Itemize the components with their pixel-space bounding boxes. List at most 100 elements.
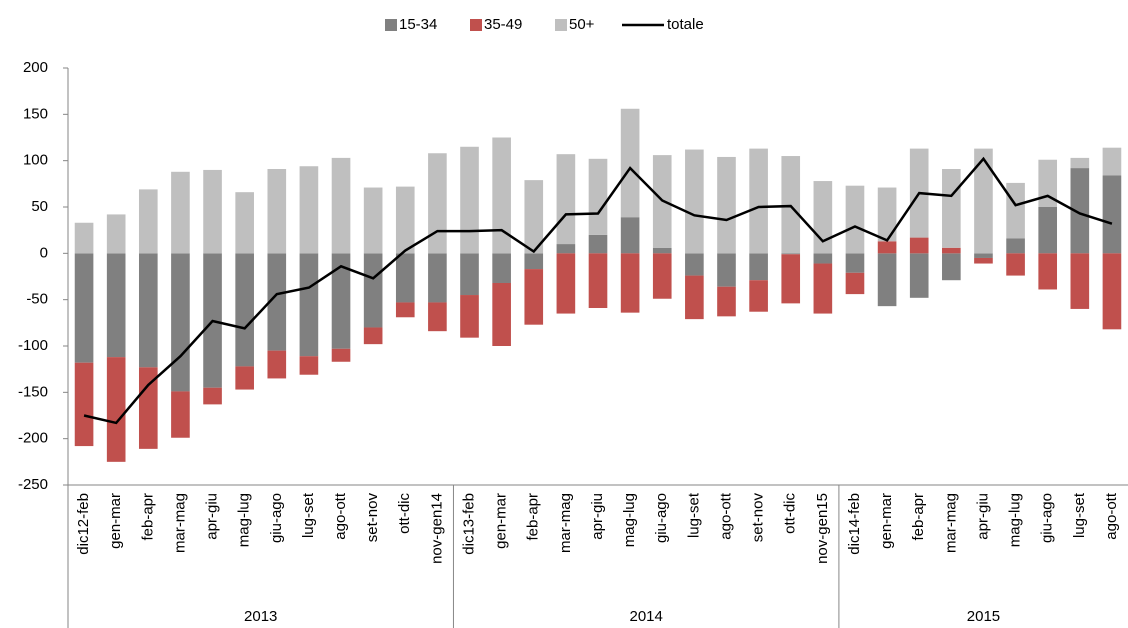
bar [171, 171, 190, 254]
bar [267, 169, 287, 254]
y-tick-label: 150 [23, 105, 48, 122]
bar [588, 158, 608, 235]
bar [524, 269, 544, 325]
x-tick-label: ott-dic [782, 493, 799, 534]
legend-label: 50+ [569, 16, 595, 33]
x-tick-label: set-nov [364, 493, 381, 543]
x-tick-label: ago-ott [717, 492, 734, 540]
bar [460, 253, 479, 296]
y-tick-label: -200 [18, 430, 48, 447]
x-tick-label: giu-ago [268, 493, 285, 543]
bar [395, 302, 415, 318]
y-tick-label: -250 [18, 476, 48, 493]
x-tick-label: nov-gen15 [814, 493, 831, 564]
bar [813, 253, 833, 264]
bar [1006, 253, 1025, 276]
y-tick-label: 50 [31, 198, 48, 215]
bar [909, 253, 929, 298]
bar [138, 189, 158, 254]
x-tick-label: lug-set [1071, 492, 1088, 538]
bar [106, 253, 126, 358]
y-tick-label: -150 [18, 383, 48, 400]
bar [299, 166, 319, 254]
bar [877, 241, 897, 254]
bar [299, 253, 319, 357]
x-tick-label: mag-lug [236, 493, 253, 547]
bar [74, 222, 94, 254]
group-label: 2015 [967, 608, 1000, 625]
x-tick-label: mag-lug [1007, 493, 1024, 547]
bar [106, 214, 126, 254]
bar [620, 108, 640, 218]
legend-swatch [555, 19, 567, 31]
x-tick-label: ago-ott [332, 492, 349, 540]
x-tick-label: ago-ott [1103, 492, 1120, 540]
bar [138, 253, 158, 368]
y-tick-label: -50 [26, 291, 48, 308]
legend: 15-34 35-49 50+ totale [385, 16, 704, 33]
bar [620, 217, 640, 254]
bar [1038, 253, 1058, 290]
bar [1006, 182, 1025, 239]
bar [974, 257, 993, 264]
bar [331, 157, 351, 254]
bar [685, 253, 704, 276]
bar [717, 286, 736, 317]
x-tick-label: ott-dic [396, 493, 413, 534]
legend-label: 35-49 [484, 16, 522, 33]
bar [588, 234, 608, 254]
bar [556, 244, 576, 254]
bar [1102, 147, 1122, 176]
bar [363, 187, 383, 254]
bar [1102, 253, 1122, 330]
bar [974, 148, 993, 254]
bar [942, 253, 961, 281]
bar [235, 366, 254, 390]
bar [717, 156, 736, 254]
bar [749, 280, 768, 312]
bar [203, 169, 222, 254]
legend-swatch [470, 19, 482, 31]
x-tick-label: feb-apr [910, 493, 927, 541]
bar [203, 387, 222, 405]
bar [1070, 168, 1090, 254]
bar [492, 137, 511, 254]
bar [877, 253, 897, 307]
bar [395, 186, 415, 254]
bar [1006, 238, 1025, 254]
bar [524, 253, 544, 270]
bar [717, 253, 736, 287]
x-tick-label: mag-lug [621, 493, 638, 547]
bar [235, 253, 254, 367]
bar [235, 192, 254, 254]
bar [942, 169, 961, 248]
line [83, 156, 1113, 425]
bar [1070, 157, 1090, 169]
bar [74, 362, 94, 447]
bar [556, 154, 576, 245]
bar [331, 348, 351, 362]
bar [428, 253, 447, 303]
bar [492, 282, 511, 346]
bar [749, 148, 768, 254]
bar [685, 275, 704, 320]
bar [1070, 253, 1090, 309]
y-tick-label: 0 [40, 244, 48, 261]
bar [428, 153, 447, 254]
x-tick-label: dic14-feb [846, 493, 863, 555]
bar [813, 263, 833, 314]
bar [1102, 175, 1122, 254]
bar [652, 247, 672, 254]
bar [1038, 159, 1058, 207]
bar [363, 327, 383, 345]
bar [620, 253, 640, 313]
x-tick-label: gen-mar [878, 493, 895, 549]
group-label: 2014 [629, 608, 662, 625]
x-tick-label: feb-apr [139, 493, 156, 541]
bar [492, 253, 511, 283]
bar [652, 253, 672, 299]
bar [685, 149, 704, 254]
x-tick-label: apr-giu [589, 493, 606, 540]
bar [331, 253, 351, 349]
x-tick-label: dic13-feb [460, 493, 477, 555]
